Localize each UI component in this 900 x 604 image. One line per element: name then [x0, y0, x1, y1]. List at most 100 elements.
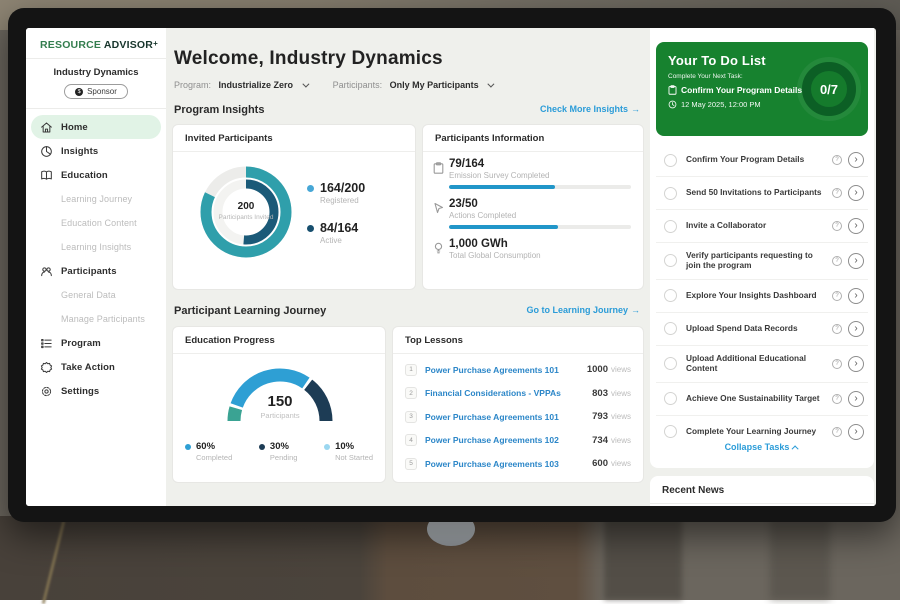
checkbox-circle-icon[interactable] [664, 254, 677, 267]
todo-item[interactable]: Upload Spend Data Records ? › [656, 313, 868, 346]
check-more-insights-link[interactable]: Check More Insights→ [540, 104, 640, 114]
checkbox-circle-icon[interactable] [664, 289, 677, 302]
task-info-icon[interactable]: ? [832, 427, 842, 437]
logo-plus: + [153, 39, 158, 48]
lesson-link[interactable]: Financial Considerations - VPPAs [425, 388, 592, 398]
checkbox-circle-icon[interactable] [664, 322, 677, 335]
task-info-icon[interactable]: ? [832, 359, 842, 369]
checkbox-circle-icon[interactable] [664, 357, 677, 370]
program-select[interactable]: Program: Industrialize Zero [174, 80, 307, 90]
todo-item[interactable]: Confirm Your Program Details ? › [656, 144, 868, 177]
clock-icon [668, 100, 677, 109]
checkbox-circle-icon[interactable] [664, 425, 677, 438]
top-lessons-card: Top Lessons 1 Power Purchase Agreements … [392, 326, 644, 483]
lesson-views-count: 1000 [587, 364, 608, 375]
chevron-up-icon [792, 445, 799, 452]
sidebar-item-insights[interactable]: Insights [26, 139, 166, 163]
todo-item-label: Invite a Collaborator [686, 221, 827, 231]
actions-value: 23/50 [449, 198, 631, 210]
checkbox-circle-icon[interactable] [664, 187, 677, 200]
background-shadow-band [770, 516, 830, 600]
sidebar-item-learning-journey[interactable]: Learning Journey [26, 187, 166, 211]
lesson-rank: 3 [405, 411, 417, 423]
chevron-right-icon[interactable]: › [848, 185, 864, 201]
sponsor-icon: $ [75, 88, 83, 96]
legend-item-pending: 30% Pending [259, 441, 298, 462]
sidebar-item-take-action[interactable]: Take Action [26, 355, 166, 379]
chevron-right-icon[interactable]: › [848, 152, 864, 168]
completed-label: Completed [196, 453, 232, 462]
actions-progressbar [449, 225, 631, 229]
sidebar-item-label: Manage Participants [61, 314, 145, 324]
sidebar-item-label: Home [61, 122, 88, 133]
lesson-link[interactable]: Power Purchase Agreements 103 [425, 459, 592, 469]
go-to-learning-journey-link[interactable]: Go to Learning Journey→ [526, 305, 640, 315]
chevron-right-icon[interactable]: › [848, 218, 864, 234]
main-content: Welcome, Industry Dynamics Program: Indu… [166, 28, 650, 506]
registered-dot [307, 185, 314, 192]
sidebar-item-participants[interactable]: Participants [26, 259, 166, 283]
todo-item[interactable]: Upload Additional Educational Content ? … [656, 346, 868, 383]
todo-item[interactable]: Explore Your Insights Dashboard ? › [656, 280, 868, 313]
actions-icon [433, 198, 449, 229]
not-started-label: Not Started [335, 453, 373, 462]
task-info-icon[interactable]: ? [832, 324, 842, 334]
checkbox-circle-icon[interactable] [664, 154, 677, 167]
settings-icon [39, 384, 53, 398]
chevron-right-icon[interactable]: › [848, 424, 864, 440]
sidebar-item-label: Education Content [61, 218, 137, 228]
lesson-link[interactable]: Power Purchase Agreements 102 [425, 435, 592, 445]
task-info-icon[interactable]: ? [832, 188, 842, 198]
task-info-icon[interactable]: ? [832, 221, 842, 231]
go-to-learning-journey-label: Go to Learning Journey [526, 305, 628, 315]
info-row-consumption: 1,000 GWh Total Global Consumption [433, 238, 631, 260]
participants-information-card: Participants Information 79/164 Emission… [422, 124, 644, 290]
sponsor-badge[interactable]: $ Sponsor [64, 84, 128, 99]
checkbox-circle-icon[interactable] [664, 392, 677, 405]
sidebar-item-program[interactable]: Program [26, 331, 166, 355]
todo-item[interactable]: Verify participants requesting to join t… [656, 243, 868, 280]
chevron-right-icon[interactable]: › [848, 288, 864, 304]
sidebar-item-general-data[interactable]: General Data [26, 283, 166, 307]
invited-participants-card: Invited Participants 200 Participants In… [172, 124, 416, 290]
sidebar-item-label: Learning Journey [61, 194, 132, 204]
sidebar-item-education[interactable]: Education [26, 163, 166, 187]
sidebar-item-manage-participants[interactable]: Manage Participants [26, 307, 166, 331]
gauge-center-label: 150 Participants [220, 393, 340, 420]
task-info-icon[interactable]: ? [832, 291, 842, 301]
todo-counter: 0/7 [820, 82, 838, 97]
todo-item[interactable]: Send 50 Invitations to Participants ? › [656, 177, 868, 210]
participants-icon [39, 264, 53, 278]
task-info-icon[interactable]: ? [832, 394, 842, 404]
chevron-right-icon[interactable]: › [848, 253, 864, 269]
collapse-tasks-link[interactable]: Collapse Tasks [650, 442, 874, 452]
chevron-right-icon[interactable]: › [848, 321, 864, 337]
task-info-icon[interactable]: ? [832, 256, 842, 266]
progress-fill [449, 225, 558, 229]
chevron-down-icon [488, 81, 495, 88]
todo-item[interactable]: Achieve One Sustainability Target ? › [656, 383, 868, 416]
lesson-link[interactable]: Power Purchase Agreements 101 [425, 365, 587, 375]
sidebar-item-education-content[interactable]: Education Content [26, 211, 166, 235]
lesson-link[interactable]: Power Purchase Agreements 101 [425, 412, 592, 422]
checkbox-circle-icon[interactable] [664, 220, 677, 233]
todo-item[interactable]: Invite a Collaborator ? › [656, 210, 868, 243]
todo-item-label: Complete Your Learning Journey [686, 427, 827, 437]
sidebar-item-home[interactable]: Home [31, 115, 161, 139]
sidebar-item-learning-insights[interactable]: Learning Insights [26, 235, 166, 259]
task-info-icon[interactable]: ? [832, 155, 842, 165]
chevron-right-icon[interactable]: › [848, 356, 864, 372]
sidebar-item-settings[interactable]: Settings [26, 379, 166, 403]
lesson-rank: 1 [405, 364, 417, 376]
logo-text-secondary: ADVISOR [104, 39, 153, 51]
participants-select[interactable]: Participants: Only My Participants [333, 80, 493, 90]
chevron-right-icon[interactable]: › [848, 391, 864, 407]
active-label: Active [320, 236, 365, 245]
lesson-rank: 2 [405, 387, 417, 399]
todo-summary-card: Your To Do List Complete Your Next Task:… [656, 42, 868, 136]
recent-news-title: Recent News [650, 476, 874, 504]
todo-item-label: Confirm Your Program Details [686, 155, 827, 165]
lesson-row: 1 Power Purchase Agreements 101 1000 vie… [405, 358, 631, 382]
lesson-row: 4 Power Purchase Agreements 102 734 view… [405, 429, 631, 453]
